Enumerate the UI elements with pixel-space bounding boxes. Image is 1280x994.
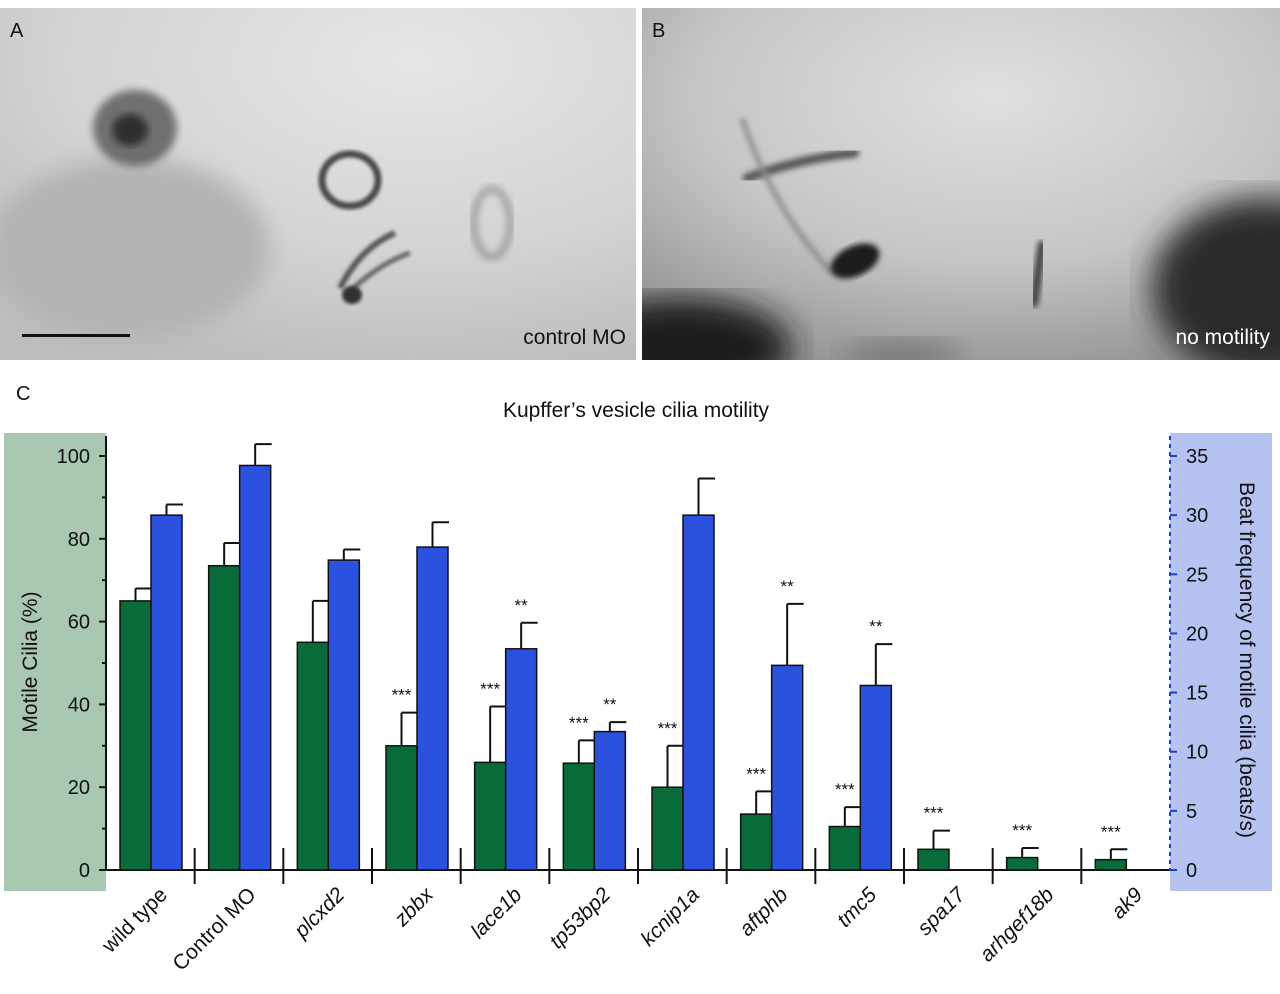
panel-b-letter: B — [652, 20, 666, 42]
y-tick-label: 20 — [68, 777, 90, 799]
motile-cilia-bar — [207, 564, 241, 871]
significance-label: *** — [1012, 821, 1032, 840]
y-tick-label: 80 — [68, 529, 90, 551]
panel-b-image — [642, 8, 1280, 360]
significance-label: *** — [658, 719, 678, 738]
beat-frequency-bar — [770, 664, 804, 871]
panel-b-micrograph: B no motility — [642, 8, 1280, 360]
significance-label: ** — [869, 617, 883, 636]
panel-b-caption: no motility — [1175, 326, 1270, 349]
motile-cilia-bar — [562, 762, 596, 871]
category-label: plcxd2 — [289, 883, 349, 943]
y-tick-label: 100 — [57, 446, 90, 468]
beat-frequency-bar — [504, 648, 538, 871]
significance-label: ** — [515, 596, 529, 615]
motile-cilia-bar — [473, 761, 507, 871]
category-label: ak9 — [1107, 883, 1147, 923]
significance-label: *** — [835, 780, 855, 799]
category-label: spa17 — [913, 882, 971, 940]
category-label: kcnip1a — [636, 883, 703, 950]
beat-frequency-bar — [593, 730, 627, 871]
category-label: arhgef18b — [975, 883, 1058, 966]
category-label: lace1b — [467, 883, 527, 943]
significance-label: ** — [781, 577, 795, 596]
category-label: wild type — [97, 883, 172, 958]
panel-c-letter: C — [16, 383, 31, 405]
y2-tick-label: 25 — [1186, 564, 1208, 586]
beat-frequency-bar — [238, 464, 272, 871]
beat-frequency-bar — [859, 684, 893, 871]
motile-cilia-bar — [651, 786, 684, 871]
y2-tick-label: 30 — [1186, 505, 1208, 527]
significance-label: *** — [569, 713, 589, 732]
category-label: tmc5 — [833, 883, 882, 932]
category-label: Control MO — [168, 883, 260, 975]
y-tick-label: 0 — [79, 860, 90, 882]
panel-a-micrograph: A control MO — [0, 8, 636, 360]
chart-title: Kupffer’s vesicle cilia motility — [503, 399, 770, 422]
motile-cilia-bar — [119, 600, 152, 871]
y-tick-label: 40 — [68, 694, 90, 716]
beat-frequency-bar — [327, 559, 361, 871]
y2-tick-label: 15 — [1186, 683, 1208, 705]
y-tick-label: 60 — [68, 612, 90, 634]
left-axis-background — [4, 433, 106, 891]
scale-bar — [22, 334, 130, 337]
y2-tick-label: 10 — [1186, 742, 1208, 764]
significance-label: *** — [924, 804, 944, 823]
category-label: aftphb — [735, 883, 793, 941]
beat-frequency-bar — [682, 514, 715, 871]
beat-frequency-bar — [150, 514, 183, 871]
y-axis-label: Motile Cilia (%) — [19, 591, 42, 732]
right-axis-background — [1170, 433, 1272, 891]
significance-label: *** — [480, 679, 500, 698]
motile-cilia-bar — [296, 641, 330, 871]
category-label: zbbx — [390, 882, 439, 931]
motile-cilia-bar — [1094, 858, 1128, 871]
significance-label: *** — [746, 764, 766, 783]
motile-cilia-bar — [917, 848, 950, 871]
y2-tick-label: 5 — [1186, 801, 1197, 823]
motile-cilia-bar — [739, 813, 773, 871]
y2-tick-label: 35 — [1186, 446, 1208, 468]
motile-cilia-bar — [1005, 856, 1039, 871]
category-label: tp53bp2 — [545, 883, 615, 953]
y2-tick-label: 20 — [1186, 623, 1208, 645]
significance-label: *** — [1101, 822, 1121, 841]
motile-cilia-bar — [385, 745, 418, 871]
y2-axis-label: Beat frequency of motile cilia (beats/s) — [1235, 482, 1258, 838]
panel-a-letter: A — [10, 20, 24, 42]
motile-cilia-bar — [828, 825, 862, 871]
y2-tick-label: 0 — [1186, 860, 1197, 882]
panel-a-caption: control MO — [523, 326, 626, 349]
significance-label: *** — [392, 686, 412, 705]
panel-a-image — [0, 8, 636, 360]
significance-label: ** — [603, 695, 617, 714]
beat-frequency-bar — [416, 546, 449, 871]
